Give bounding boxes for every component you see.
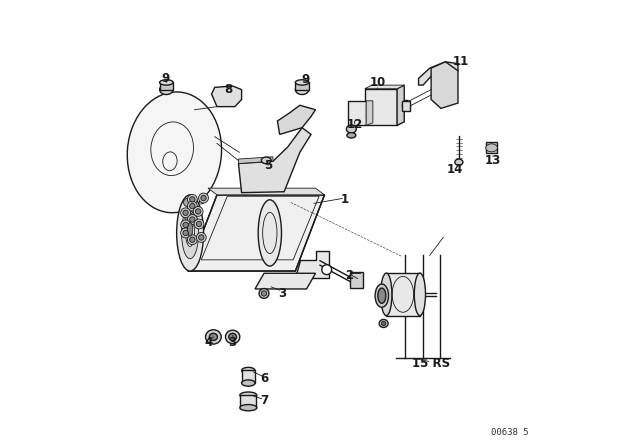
Ellipse shape — [188, 235, 197, 245]
Polygon shape — [255, 273, 316, 289]
Ellipse shape — [205, 330, 221, 344]
Text: 2: 2 — [345, 269, 353, 282]
Bar — [403, 101, 410, 111]
Text: 7: 7 — [260, 394, 268, 408]
Polygon shape — [188, 195, 324, 271]
Ellipse shape — [195, 209, 201, 214]
Polygon shape — [212, 86, 241, 107]
Ellipse shape — [183, 210, 188, 215]
Ellipse shape — [184, 212, 193, 221]
Ellipse shape — [189, 217, 195, 222]
Ellipse shape — [188, 201, 197, 211]
Polygon shape — [208, 188, 324, 195]
Ellipse shape — [180, 220, 191, 230]
Ellipse shape — [209, 333, 218, 340]
Polygon shape — [296, 251, 329, 278]
Text: 4: 4 — [205, 336, 213, 349]
Text: 10: 10 — [369, 76, 385, 90]
Ellipse shape — [240, 405, 257, 411]
Ellipse shape — [193, 207, 203, 216]
Bar — [365, 89, 397, 125]
Bar — [241, 370, 255, 383]
Ellipse shape — [189, 197, 195, 202]
Ellipse shape — [346, 125, 356, 133]
Ellipse shape — [414, 273, 426, 315]
Text: 15 RS: 15 RS — [412, 357, 450, 370]
Ellipse shape — [159, 85, 173, 95]
Polygon shape — [397, 85, 404, 125]
Text: 9: 9 — [161, 72, 170, 85]
Ellipse shape — [188, 215, 197, 224]
Ellipse shape — [347, 133, 356, 138]
Text: 1: 1 — [340, 193, 349, 206]
Polygon shape — [351, 272, 362, 288]
Ellipse shape — [455, 159, 463, 165]
Text: 13: 13 — [484, 154, 500, 167]
Ellipse shape — [188, 223, 193, 236]
Bar — [348, 101, 366, 125]
Bar — [296, 82, 309, 90]
Ellipse shape — [381, 273, 392, 315]
Ellipse shape — [191, 205, 200, 214]
Bar — [240, 395, 257, 408]
Text: 3: 3 — [228, 336, 237, 349]
Polygon shape — [366, 101, 373, 125]
Polygon shape — [239, 128, 311, 193]
Ellipse shape — [196, 233, 206, 242]
Ellipse shape — [180, 228, 191, 238]
Ellipse shape — [184, 198, 192, 207]
Ellipse shape — [201, 195, 206, 201]
Ellipse shape — [295, 80, 309, 85]
Ellipse shape — [186, 220, 195, 246]
Ellipse shape — [322, 265, 332, 275]
Ellipse shape — [240, 392, 257, 398]
Ellipse shape — [188, 194, 197, 204]
Ellipse shape — [229, 333, 236, 340]
Polygon shape — [365, 85, 404, 89]
Ellipse shape — [486, 144, 497, 152]
Ellipse shape — [198, 193, 209, 203]
Ellipse shape — [183, 230, 188, 236]
Ellipse shape — [127, 92, 221, 213]
Ellipse shape — [242, 367, 255, 374]
Text: 6: 6 — [260, 372, 268, 385]
Polygon shape — [431, 62, 458, 108]
Polygon shape — [239, 157, 273, 164]
Ellipse shape — [183, 222, 188, 228]
Text: 14: 14 — [447, 163, 463, 176]
Text: 8: 8 — [224, 83, 232, 96]
Polygon shape — [277, 105, 316, 134]
Bar — [486, 142, 497, 153]
Ellipse shape — [258, 200, 282, 266]
Ellipse shape — [381, 321, 386, 326]
Text: 00638 5: 00638 5 — [491, 428, 528, 437]
Ellipse shape — [182, 207, 198, 258]
Ellipse shape — [295, 85, 309, 95]
Ellipse shape — [375, 284, 388, 307]
Text: 12: 12 — [346, 118, 363, 131]
Text: 5: 5 — [264, 159, 273, 172]
Text: 3: 3 — [278, 287, 286, 300]
Ellipse shape — [194, 219, 204, 229]
Ellipse shape — [261, 157, 271, 164]
Ellipse shape — [189, 237, 195, 242]
Ellipse shape — [198, 235, 204, 240]
Bar — [387, 273, 420, 316]
Text: 11: 11 — [453, 55, 469, 69]
Ellipse shape — [242, 380, 255, 386]
Ellipse shape — [177, 195, 204, 271]
Ellipse shape — [259, 289, 269, 298]
Ellipse shape — [378, 288, 386, 303]
Bar — [159, 82, 173, 90]
Ellipse shape — [189, 203, 195, 209]
Ellipse shape — [196, 221, 202, 227]
Ellipse shape — [261, 291, 267, 296]
Ellipse shape — [403, 100, 410, 111]
Polygon shape — [419, 62, 458, 85]
Ellipse shape — [180, 208, 191, 218]
Ellipse shape — [225, 330, 240, 344]
Ellipse shape — [159, 80, 173, 85]
Text: 9: 9 — [301, 73, 310, 86]
Ellipse shape — [379, 319, 388, 327]
